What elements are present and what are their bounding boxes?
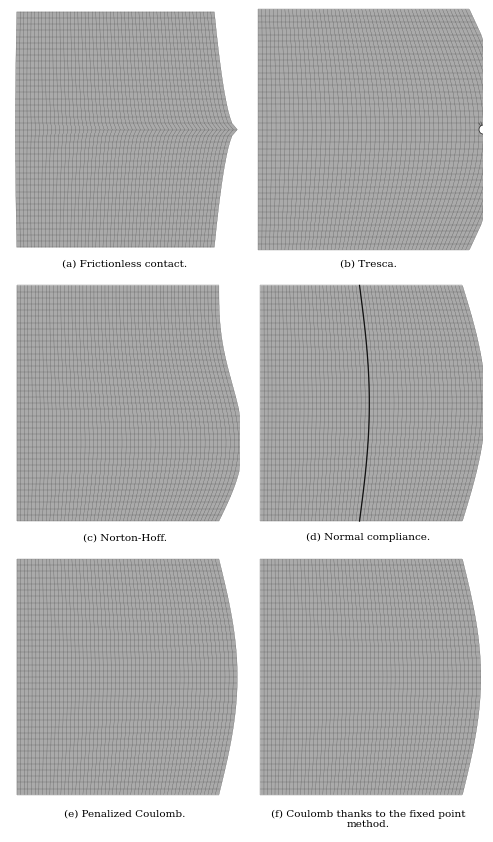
Text: (b) Tresca.: (b) Tresca. (340, 259, 397, 269)
Polygon shape (260, 559, 481, 795)
Text: (a) Frictionless contact.: (a) Frictionless contact. (62, 259, 187, 269)
Text: (c) Norton-Hoff.: (c) Norton-Hoff. (83, 533, 167, 542)
Text: (e) Penalized Coulomb.: (e) Penalized Coulomb. (64, 809, 185, 818)
Text: (f) Coulomb thanks to the fixed point
method.: (f) Coulomb thanks to the fixed point me… (271, 809, 465, 829)
Polygon shape (17, 285, 240, 521)
Polygon shape (15, 12, 237, 248)
Polygon shape (17, 559, 237, 795)
Text: (d) Normal compliance.: (d) Normal compliance. (306, 533, 430, 542)
Polygon shape (260, 285, 483, 521)
Polygon shape (258, 9, 483, 250)
Circle shape (479, 125, 487, 134)
